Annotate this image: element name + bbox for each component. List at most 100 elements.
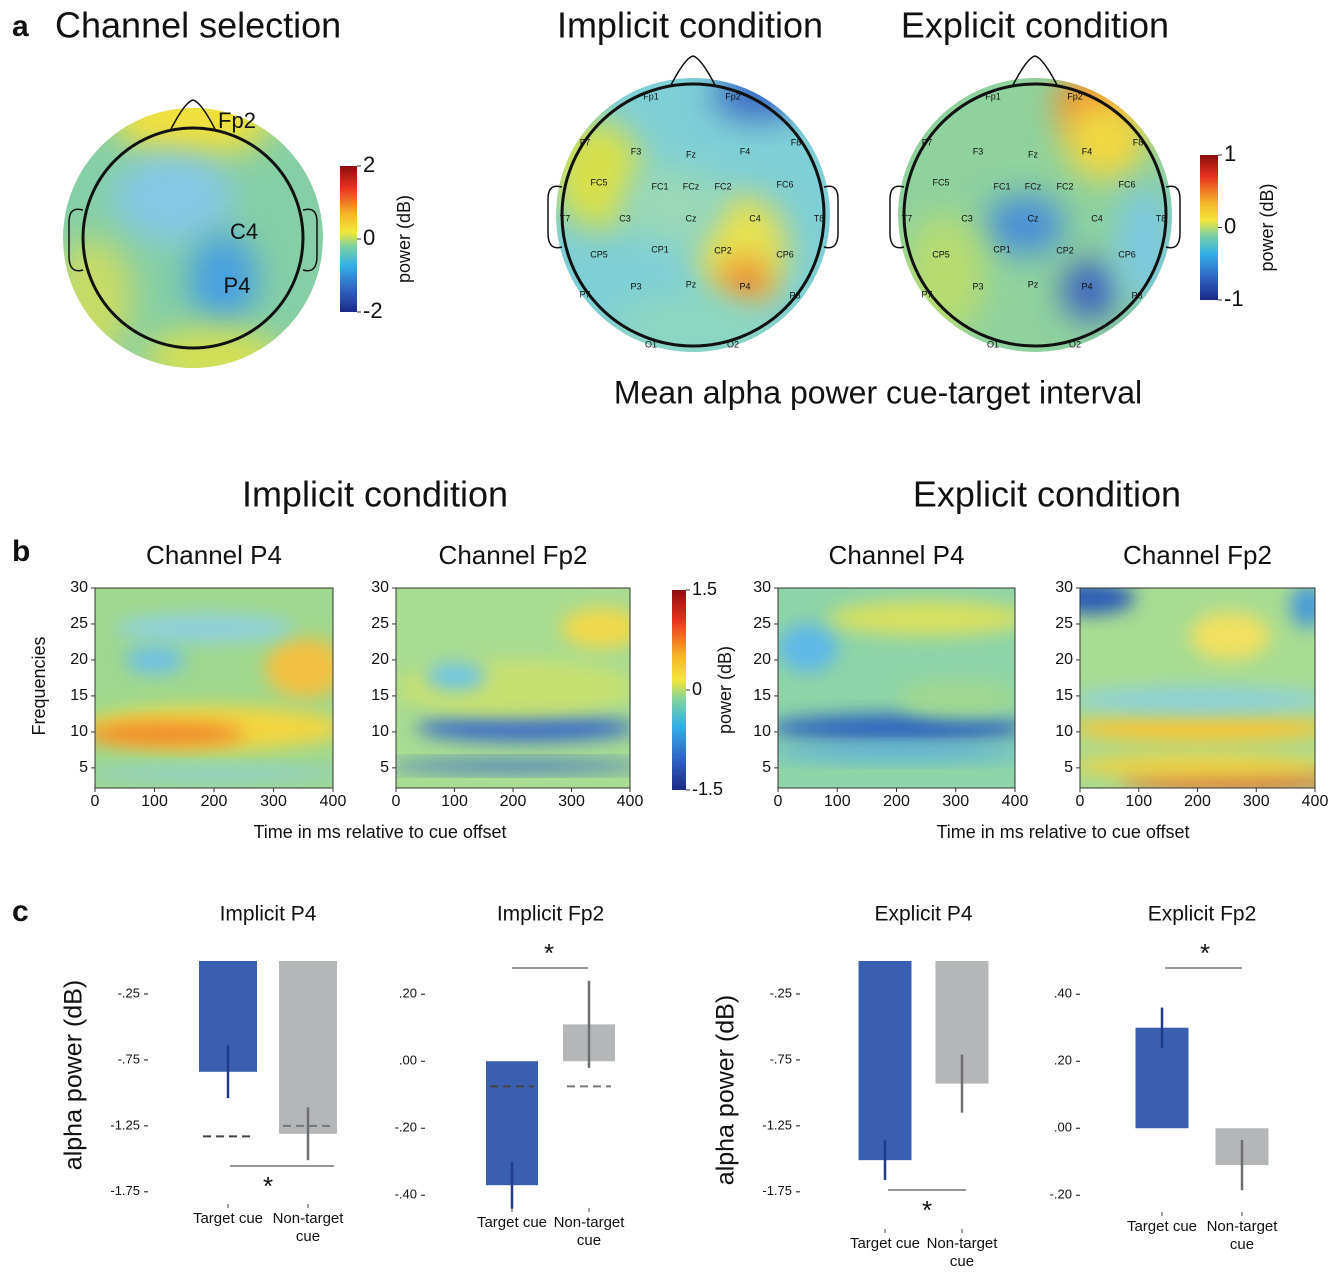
y-tick-label: 20 <box>1055 651 1073 668</box>
y-tick-label: -.40 <box>395 1187 417 1202</box>
channel-label: FC6 <box>1118 179 1135 189</box>
y-tick-label: .20 <box>1054 1053 1072 1068</box>
channel-label: T7 <box>902 213 913 223</box>
ear <box>889 185 905 249</box>
colorbar-tick-label: -1 <box>1224 286 1244 311</box>
color-region <box>723 261 767 305</box>
ear <box>823 185 839 249</box>
x-tick-label: Non-target cue <box>926 1235 998 1270</box>
chart-title: Channel P4 <box>829 540 965 570</box>
channel-label: P4 <box>739 281 750 291</box>
channel-label: Fp1 <box>985 91 1001 101</box>
colorbar-tick-label: -1.5 <box>692 779 723 799</box>
x-tick-label: 200 <box>500 793 527 810</box>
channel-label: CP2 <box>714 245 732 255</box>
x-tick-label: Non-target cue <box>272 1210 344 1245</box>
y-tick-label: -1.25 <box>110 1117 140 1132</box>
colorbar <box>672 590 686 790</box>
colorbar <box>340 166 357 312</box>
chart-title: Explicit Fp2 <box>1148 903 1257 926</box>
channel-label: CP6 <box>1118 249 1136 259</box>
channel-label: C4 <box>230 219 258 244</box>
chart-title: Implicit P4 <box>220 903 317 926</box>
time-frequency-map <box>1080 588 1315 788</box>
nose <box>670 55 716 86</box>
channel-label: F8 <box>791 137 802 147</box>
channel-label: Cz <box>686 213 697 223</box>
x-tick-label: 0 <box>774 793 783 810</box>
y-tick-label: 5 <box>380 759 389 776</box>
color-region <box>95 722 245 746</box>
y-tick-label: -.75 <box>770 1051 792 1066</box>
colorbar-label: power (dB) <box>1257 183 1277 271</box>
significance-label: * <box>922 1195 932 1225</box>
channel-label: P8 <box>1131 290 1142 300</box>
color-region <box>143 328 283 368</box>
color-region <box>426 662 486 690</box>
time-frequency-map <box>396 588 630 788</box>
y-axis-label: Frequencies <box>29 636 49 735</box>
color-region <box>556 120 643 230</box>
y-tick-label: 25 <box>1055 615 1073 632</box>
y-tick-label: -.20 <box>395 1120 417 1135</box>
y-tick-label: 25 <box>371 615 389 632</box>
color-region <box>1062 260 1118 320</box>
chart-title: Explicit P4 <box>874 903 972 926</box>
color-region <box>1080 713 1315 743</box>
channel-label: P7 <box>579 289 590 299</box>
x-tick-label: 0 <box>91 793 100 810</box>
color-region <box>1080 754 1315 778</box>
color-region <box>113 153 233 243</box>
channel-label: C3 <box>961 213 973 223</box>
channel-label: P3 <box>972 281 983 291</box>
y-tick-label: .00 <box>399 1053 417 1068</box>
colorbar-tick-label: -2 <box>363 298 383 323</box>
channel-label: FC1 <box>993 181 1010 191</box>
channel-label: FC5 <box>590 177 607 187</box>
chart-title: Channel selection <box>55 5 341 46</box>
channel-label: Fp2 <box>218 108 256 133</box>
x-tick-label: 300 <box>1243 793 1270 810</box>
y-tick-label: -1.25 <box>762 1117 792 1132</box>
channel-label: O2 <box>727 339 739 349</box>
channel-label: FCz <box>1025 181 1042 191</box>
x-tick-label: 300 <box>260 793 287 810</box>
color-region <box>95 766 333 782</box>
x-tick-label: 100 <box>141 793 168 810</box>
channel-label: CP1 <box>651 244 669 254</box>
color-region <box>1190 612 1270 660</box>
y-tick-label: 10 <box>753 723 771 740</box>
color-region <box>63 238 133 358</box>
y-axis-label: alpha power (dB) <box>60 980 88 1170</box>
significance-label: * <box>263 1171 273 1201</box>
topomap <box>898 78 1172 352</box>
channel-label: Pz <box>1028 279 1039 289</box>
channel-label: CP6 <box>776 249 794 259</box>
y-tick-label: 30 <box>1055 579 1073 596</box>
channel-label: Fp2 <box>725 91 741 101</box>
x-tick-label: 0 <box>392 793 401 810</box>
color-region <box>898 680 1015 716</box>
y-axis-label: alpha power (dB) <box>712 995 740 1185</box>
channel-label: C4 <box>749 213 761 223</box>
color-region <box>985 195 1065 255</box>
channel-label: FC6 <box>776 179 793 189</box>
y-tick-label: -1.75 <box>110 1183 140 1198</box>
channel-label: Fz <box>1028 149 1038 159</box>
x-tick-label: Target cue <box>192 1210 264 1227</box>
color-region <box>396 760 630 772</box>
color-region <box>778 624 838 672</box>
y-tick-label: 20 <box>371 651 389 668</box>
y-tick-label: -.25 <box>770 985 792 1000</box>
y-tick-label: 25 <box>753 615 771 632</box>
y-tick-label: -.25 <box>118 985 140 1000</box>
channel-label: F4 <box>1082 146 1093 156</box>
head-outline <box>560 82 826 348</box>
color-region <box>188 233 258 323</box>
colorbar-tick-label: 0 <box>1224 213 1236 238</box>
color-region <box>1080 686 1315 714</box>
color-region <box>623 165 723 245</box>
x-tick-label: 100 <box>824 793 851 810</box>
channel-label: C4 <box>1091 213 1103 223</box>
x-tick-label: Non-target cue <box>553 1214 625 1249</box>
